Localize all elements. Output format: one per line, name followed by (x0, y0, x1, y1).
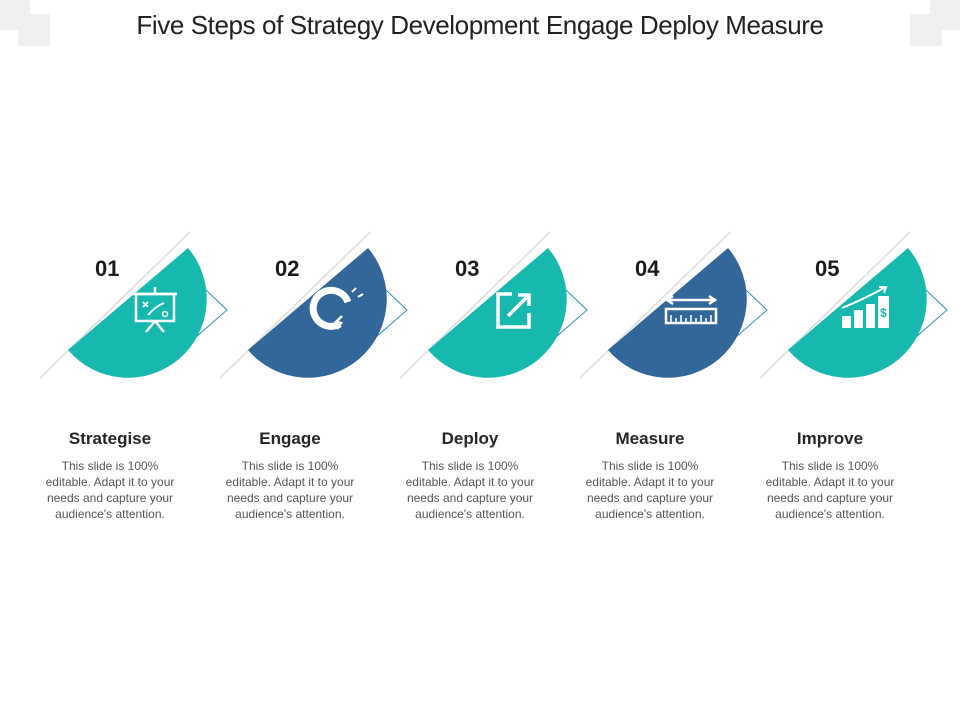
step-label: Improve (796, 429, 864, 448)
step-number: 01 (95, 256, 120, 281)
half-circle-shape (248, 248, 387, 378)
growth-chart-icon: $ (841, 286, 889, 328)
step-graphic (400, 231, 588, 379)
step-description: This slide is 100% editable. Adapt it to… (45, 459, 175, 521)
external-link-icon (496, 292, 531, 329)
step-description: This slide is 100% editable. Adapt it to… (405, 459, 535, 521)
step-description: This slide is 100% editable. Adapt it to… (765, 459, 895, 521)
half-circle-shape (68, 248, 207, 378)
step-1: 01 Strategise This slide is 100% editabl… (40, 220, 230, 560)
step-description: This slide is 100% editable. Adapt it to… (225, 459, 355, 521)
corner-decoration-top-left-inner (18, 14, 50, 46)
ruler-measure-icon (664, 294, 718, 325)
step-number: 02 (275, 256, 300, 281)
step-label: Strategise (68, 429, 152, 448)
step-number: 04 (635, 256, 660, 281)
step-graphic (220, 231, 408, 379)
step-description: This slide is 100% editable. Adapt it to… (585, 459, 715, 521)
step-label: Deploy (441, 429, 499, 448)
step-label: Engage (259, 429, 321, 448)
svg-text:$: $ (880, 306, 887, 320)
step-label: Measure (615, 429, 685, 448)
slide-title: Five Steps of Strategy Development Engag… (136, 10, 824, 40)
step-4: 04 Measure This slide is 100% editable. … (580, 220, 770, 560)
step-5: $ 05 Improve This slide is 100% editable… (760, 220, 950, 560)
step-number: 05 (815, 256, 840, 281)
step-2: 02 Engage This slide is 100% editable. A… (220, 220, 410, 560)
presentation-board-icon (133, 287, 177, 333)
step-graphic: $ (760, 231, 948, 379)
step-graphic (580, 231, 768, 379)
magnet-icon (309, 286, 364, 330)
half-circle-shape (608, 248, 747, 378)
step-number: 03 (455, 256, 480, 281)
corner-decoration-top-right-inner (910, 14, 942, 46)
step-3: 03 Deploy This slide is 100% editable. A… (400, 220, 590, 560)
step-graphic (40, 231, 228, 379)
